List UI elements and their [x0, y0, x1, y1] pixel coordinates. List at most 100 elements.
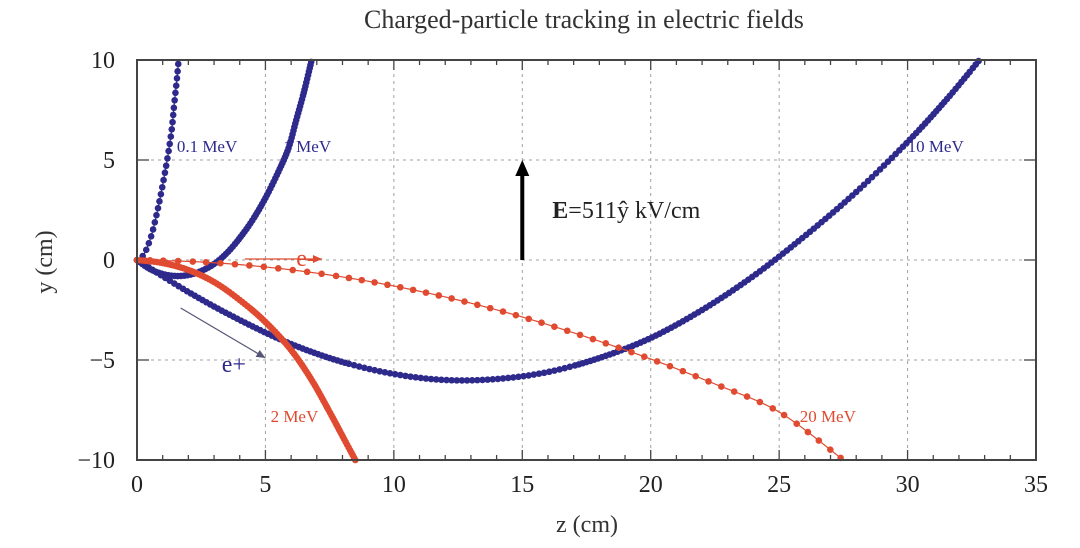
data-point: [756, 398, 764, 406]
data-point: [231, 260, 239, 268]
x-tick-labels: 0 5 10 15 20 25 30 35: [131, 472, 1048, 498]
field-label-bold: E: [552, 198, 568, 224]
data-point: [730, 388, 738, 395]
data-point: [174, 68, 181, 75]
data-point: [384, 281, 391, 289]
data-point: [484, 376, 491, 383]
data-point: [551, 323, 558, 330]
curve-label: 20 MeV: [800, 407, 857, 426]
series-line: [136, 259, 356, 461]
data-point: [468, 376, 476, 384]
data-point: [479, 376, 486, 384]
data-point: [535, 370, 543, 378]
annotation-label: e+: [222, 352, 246, 378]
data-point: [417, 374, 425, 382]
data-point: [345, 274, 353, 282]
data-point: [202, 258, 210, 266]
data-point: [161, 169, 169, 177]
data-point: [167, 133, 175, 140]
field-label: E=511ŷ kV/cm: [552, 198, 700, 224]
data-point: [355, 363, 363, 370]
data-point: [545, 368, 553, 376]
data-point: [515, 373, 522, 381]
y-tick-labels: −10 −5 0 5 10: [77, 48, 115, 474]
data-point: [494, 375, 502, 383]
data-point: [566, 363, 574, 371]
data-point: [453, 377, 461, 384]
series-line: [136, 59, 313, 277]
data-point: [158, 183, 166, 191]
data-point: [162, 162, 170, 170]
data-point: [376, 367, 384, 375]
data-point: [538, 319, 545, 327]
data-point: [422, 289, 430, 296]
data-point: [804, 428, 812, 436]
data-point: [448, 376, 455, 384]
x-tick-label: 0: [131, 472, 143, 498]
data-point: [402, 372, 409, 380]
data-point: [499, 375, 507, 382]
data-point: [561, 364, 568, 372]
data-point: [260, 263, 268, 271]
data-point: [160, 176, 167, 184]
data-point: [407, 373, 414, 380]
x-axis-label: z (cm): [556, 512, 618, 538]
data-point: [540, 369, 548, 377]
data-point: [172, 89, 179, 97]
data-point: [443, 376, 450, 384]
data-point: [274, 265, 282, 272]
annotation-positron: e+: [180, 307, 266, 378]
data-point: [146, 257, 154, 264]
data-point: [396, 371, 404, 379]
data-point: [159, 257, 167, 264]
data-point: [512, 311, 520, 319]
data-point: [666, 362, 674, 370]
data-point: [489, 375, 497, 383]
data-point: [157, 190, 165, 198]
data-point: [169, 111, 177, 119]
curve-label: 1 MeV: [283, 137, 331, 156]
data-point: [303, 268, 311, 276]
data-point: [350, 361, 358, 369]
y-axis-label: y (cm): [32, 230, 58, 293]
data-point: [165, 147, 172, 155]
plot-frame: [136, 59, 1037, 461]
data-point: [173, 75, 181, 82]
data-point: [345, 360, 353, 368]
data-point: [318, 270, 325, 278]
data-point: [743, 393, 751, 400]
data-point: [381, 369, 389, 376]
data-point: [692, 372, 699, 380]
data-point: [556, 366, 563, 373]
y-tick-label: 5: [103, 148, 115, 174]
data-point: [520, 372, 527, 380]
data-point: [576, 331, 584, 339]
data-point: [448, 295, 455, 302]
x-tick-label: 10: [382, 472, 406, 498]
field-annotation: E=511ŷ kV/cm: [515, 160, 701, 260]
field-label-rest: =511ŷ kV/cm: [568, 198, 700, 224]
data-point: [217, 259, 224, 267]
annotation-arrow-line: [180, 307, 266, 359]
series-20-mev: 20 MeV: [133, 256, 857, 462]
x-tick-label: 30: [896, 472, 920, 498]
data-point: [412, 374, 419, 381]
data-point: [169, 118, 176, 126]
data-point: [463, 377, 471, 384]
data-point: [525, 372, 533, 379]
x-tick-label: 35: [1024, 472, 1048, 498]
data-point: [975, 57, 982, 65]
data-point: [718, 383, 725, 390]
data-point: [142, 246, 150, 254]
annotation-electron: e-: [244, 246, 322, 272]
data-point: [164, 155, 171, 162]
data-point: [166, 140, 174, 148]
data-point: [551, 367, 558, 374]
data-point: [149, 226, 157, 233]
x-tick-label: 25: [767, 472, 791, 498]
data-point: [474, 376, 481, 384]
data-point: [615, 344, 622, 351]
curve-label: 0.1 MeV: [177, 137, 238, 156]
data-point: [168, 126, 176, 133]
